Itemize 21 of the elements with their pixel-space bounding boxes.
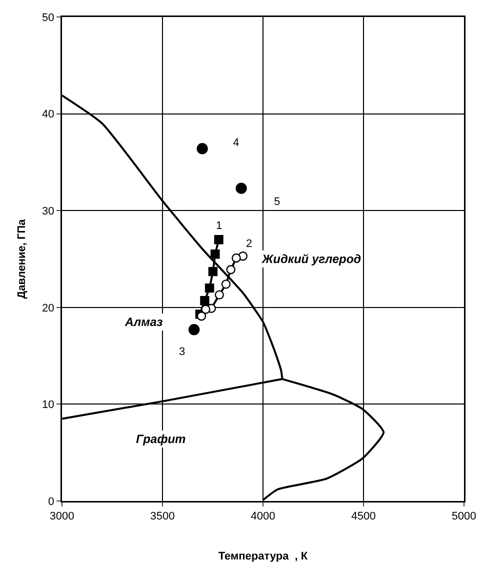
series-label: 3 (179, 346, 186, 358)
y-tick-label: 50 (42, 12, 54, 24)
y-tick-label: 40 (42, 108, 54, 121)
x-axis-title: Температура , К (218, 550, 308, 563)
x-tick-label: 4500 (351, 510, 376, 523)
series-label: 1 (216, 220, 222, 232)
y-tick-label: 20 (42, 302, 54, 314)
annotation: Алмаз (124, 315, 163, 329)
x-tick-label: 3500 (150, 510, 175, 523)
series-label: 2 (246, 238, 252, 250)
annotation: Жидкий углерод (261, 252, 362, 266)
y-tick-label: 30 (42, 205, 54, 218)
x-tick-label: 5000 (452, 510, 476, 523)
annotation: Графит (136, 432, 186, 446)
x-tick-label: 3000 (50, 510, 74, 523)
text: 4 (233, 137, 240, 149)
x-tick-label: 4000 (250, 510, 276, 523)
text: 5 (274, 196, 280, 208)
y-tick-label: 10 (42, 399, 54, 412)
y-axis-title: Давление, ГПа (16, 218, 28, 299)
y-tick-label: 0 (48, 496, 54, 508)
